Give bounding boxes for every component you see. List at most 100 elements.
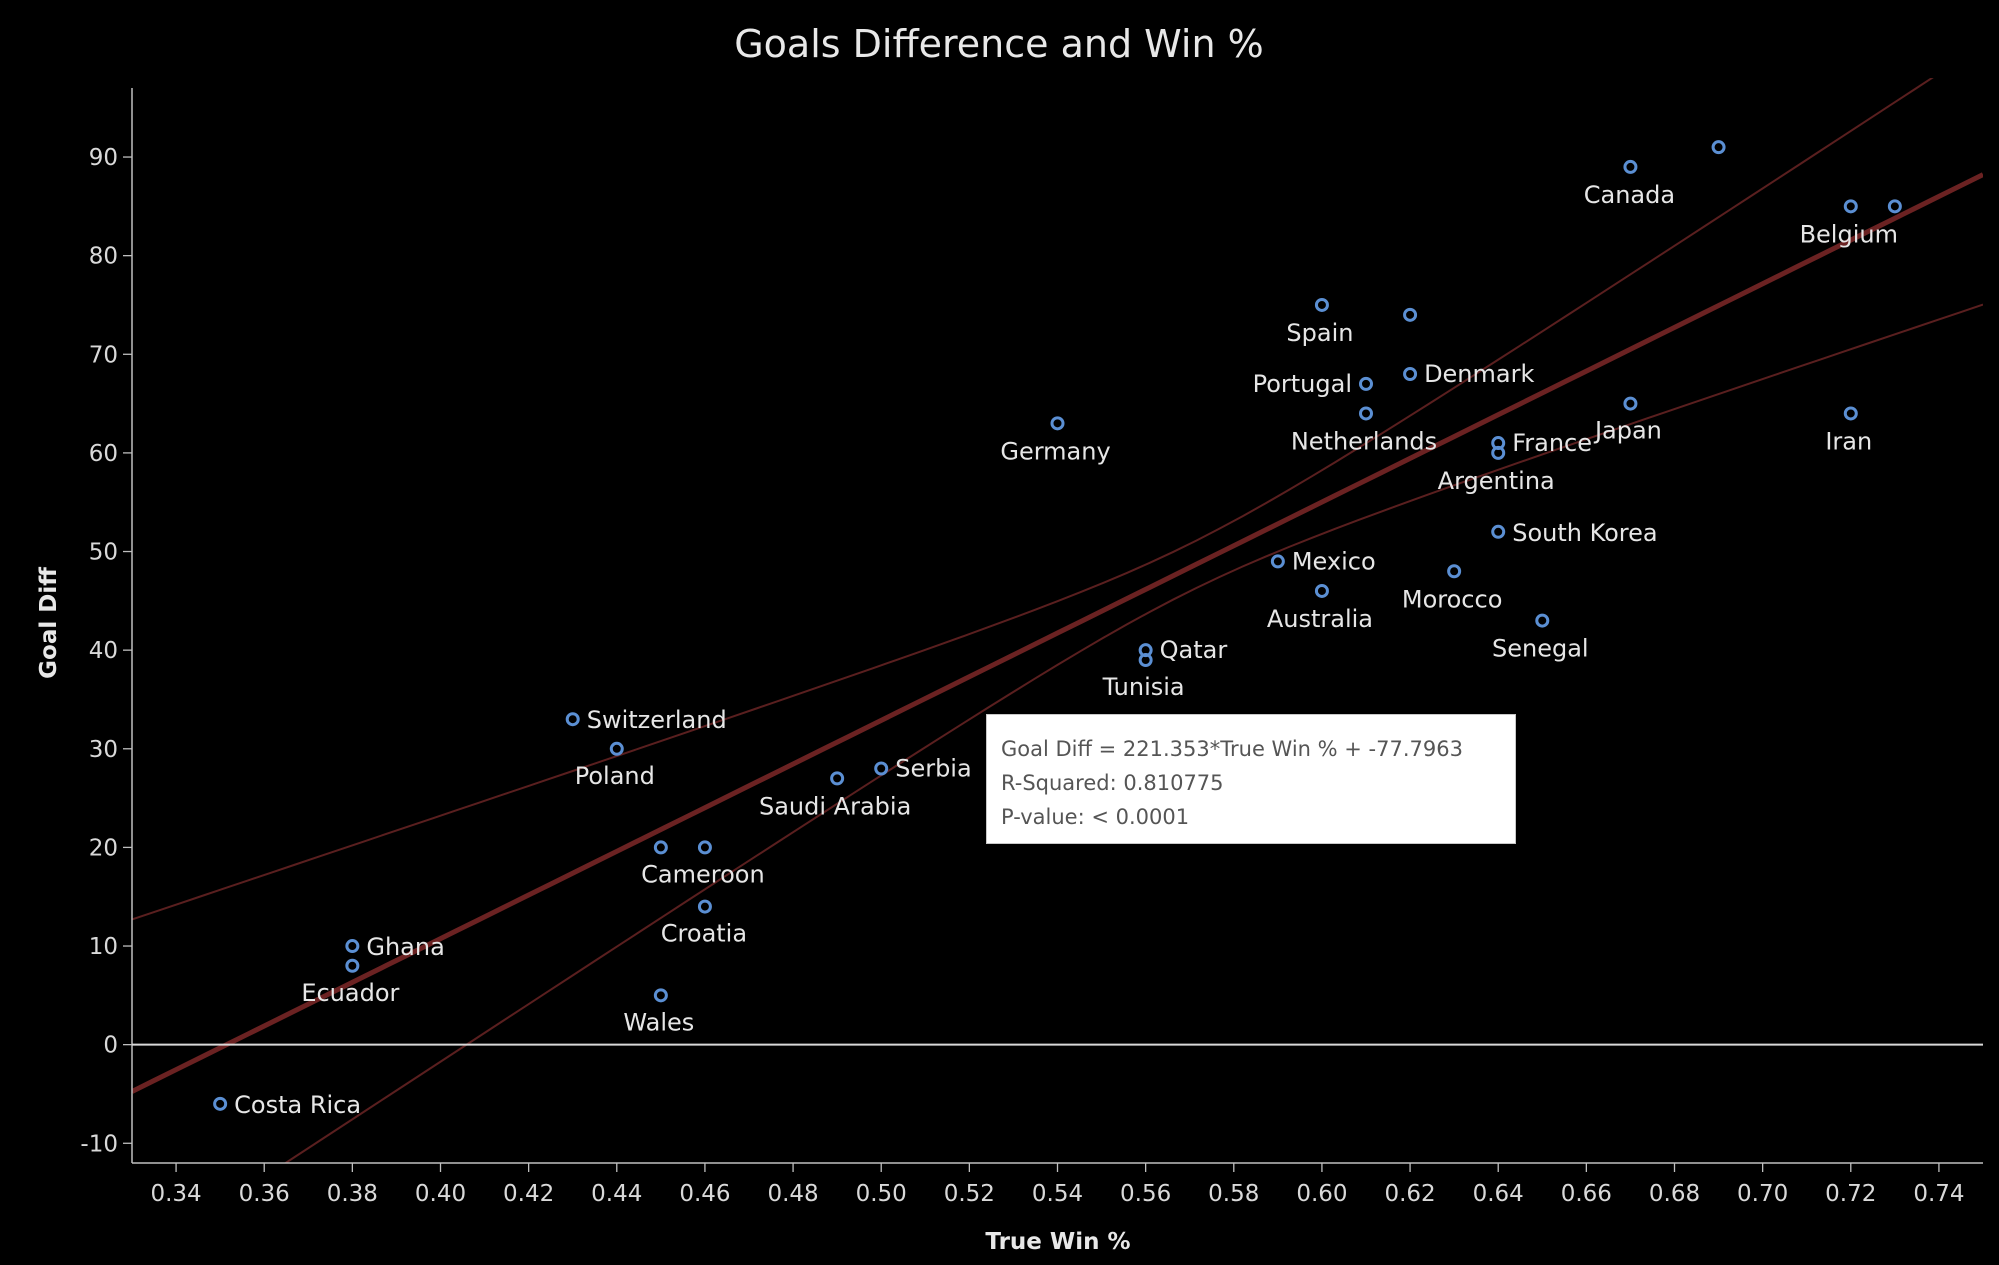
data-point[interactable] — [874, 761, 889, 776]
x-tick-label: 0.60 — [1296, 1181, 1347, 1207]
point-label: Costa Rica — [234, 1091, 361, 1119]
lower-confidence-curve — [283, 303, 1983, 1163]
data-point[interactable] — [1447, 564, 1462, 579]
y-tick-label: 70 — [89, 342, 118, 368]
x-tick-label: 0.42 — [503, 1181, 554, 1207]
point-label: Senegal — [1492, 635, 1589, 663]
point-label: Ecuador — [301, 979, 399, 1007]
x-tick-label: 0.70 — [1737, 1181, 1788, 1207]
y-tick-label: 20 — [89, 835, 118, 861]
point-label: Qatar — [1160, 636, 1228, 664]
trend-line-group — [132, 172, 1983, 1094]
y-tick-label: 0 — [103, 1033, 118, 1059]
data-point[interactable] — [1270, 554, 1285, 569]
data-points-group — [213, 140, 1902, 1111]
data-point[interactable] — [1491, 445, 1506, 460]
x-tick-label: 0.46 — [679, 1181, 730, 1207]
point-label: Wales — [623, 1008, 694, 1036]
data-point[interactable] — [1314, 583, 1329, 598]
point-label: France — [1512, 429, 1592, 457]
x-tick-label: 0.36 — [239, 1181, 290, 1207]
y-tick-label: 60 — [89, 441, 118, 467]
x-tick-label: 0.54 — [1032, 1181, 1083, 1207]
data-point[interactable] — [653, 840, 668, 855]
tooltip-r-squared: R-Squared: 0.810775 — [1001, 771, 1224, 795]
data-point[interactable] — [653, 988, 668, 1003]
point-label: Poland — [575, 762, 655, 790]
y-tick-label: 90 — [89, 145, 118, 171]
trend-line-tooltip: Goal Diff = 221.353*True Win % + -77.796… — [986, 714, 1516, 844]
data-point[interactable] — [1887, 199, 1902, 214]
point-label: Australia — [1267, 605, 1373, 633]
point-label: Croatia — [661, 920, 747, 948]
data-point[interactable] — [1623, 396, 1638, 411]
data-point[interactable] — [1403, 307, 1418, 322]
y-tick-label: 80 — [89, 244, 118, 270]
x-tick-label: 0.62 — [1384, 1181, 1435, 1207]
point-label: Serbia — [895, 755, 971, 783]
point-label: Japan — [1593, 417, 1662, 445]
x-tick-label: 0.56 — [1120, 1181, 1171, 1207]
trend-line[interactable] — [132, 172, 1983, 1094]
data-point[interactable] — [345, 958, 360, 973]
point-label: Netherlands — [1291, 427, 1437, 455]
data-point[interactable] — [697, 840, 712, 855]
x-tick-label: 0.64 — [1473, 1181, 1524, 1207]
data-point[interactable] — [1138, 653, 1153, 668]
x-tick-label: 0.68 — [1649, 1181, 1700, 1207]
point-label: Belgium — [1800, 220, 1898, 248]
confidence-band-group — [132, 78, 1983, 1163]
y-tick-label: 30 — [89, 737, 118, 763]
tooltip-equation: Goal Diff = 221.353*True Win % + -77.796… — [1001, 737, 1463, 761]
chart-title: Goals Difference and Win % — [734, 22, 1264, 66]
data-point[interactable] — [213, 1096, 228, 1111]
point-label: Switzerland — [587, 706, 727, 734]
x-tick-label: 0.66 — [1561, 1181, 1612, 1207]
data-point[interactable] — [1535, 613, 1550, 628]
point-label: Saudi Arabia — [759, 792, 911, 820]
point-label: Ghana — [366, 933, 444, 961]
point-label: Mexico — [1292, 547, 1376, 575]
y-tick-label: 10 — [89, 934, 118, 960]
point-label: Cameroon — [641, 860, 765, 888]
data-point[interactable] — [1711, 140, 1726, 155]
data-point[interactable] — [345, 939, 360, 954]
data-point[interactable] — [1314, 297, 1329, 312]
data-point[interactable] — [1843, 406, 1858, 421]
point-label: Germany — [1000, 437, 1110, 465]
data-point[interactable] — [1359, 406, 1373, 421]
x-axis-title: True Win % — [985, 1229, 1130, 1255]
x-tick-label: 0.74 — [1913, 1181, 1964, 1207]
data-point[interactable] — [1491, 524, 1506, 539]
point-label: South Korea — [1512, 519, 1657, 547]
point-label: Iran — [1825, 427, 1872, 455]
point-label: Tunisia — [1102, 673, 1185, 701]
point-label: Spain — [1286, 319, 1353, 347]
x-tick-label: 0.72 — [1825, 1181, 1876, 1207]
y-axis-title: Goal Diff — [36, 567, 62, 679]
tooltip-p-value: P-value: < 0.0001 — [1001, 805, 1190, 829]
data-point[interactable] — [565, 712, 580, 727]
data-point[interactable] — [1843, 199, 1858, 214]
data-point[interactable] — [697, 899, 712, 914]
x-tick-label: 0.48 — [767, 1181, 818, 1207]
data-point[interactable] — [830, 771, 845, 786]
point-label: Morocco — [1402, 585, 1503, 613]
x-tick-label: 0.34 — [150, 1181, 201, 1207]
x-tick-label: 0.52 — [944, 1181, 995, 1207]
data-point[interactable] — [1050, 416, 1065, 431]
upper-confidence-curve — [132, 78, 1934, 921]
y-tick-label: 50 — [89, 540, 118, 566]
y-tick-label: 40 — [89, 638, 118, 664]
point-label: Argentina — [1438, 467, 1555, 495]
data-point[interactable] — [609, 741, 624, 756]
axes-group: 0.34 0.36 0.38 0.40 0.42 0.44 0.46 0.48 0.50 0.52… — [80, 88, 1983, 1207]
data-point[interactable] — [1359, 376, 1373, 391]
x-tick-label: 0.50 — [856, 1181, 907, 1207]
point-label: Portugal — [1253, 370, 1352, 398]
data-point[interactable] — [1623, 159, 1638, 174]
y-tick-label: -10 — [80, 1131, 118, 1157]
data-point[interactable] — [1403, 367, 1418, 382]
